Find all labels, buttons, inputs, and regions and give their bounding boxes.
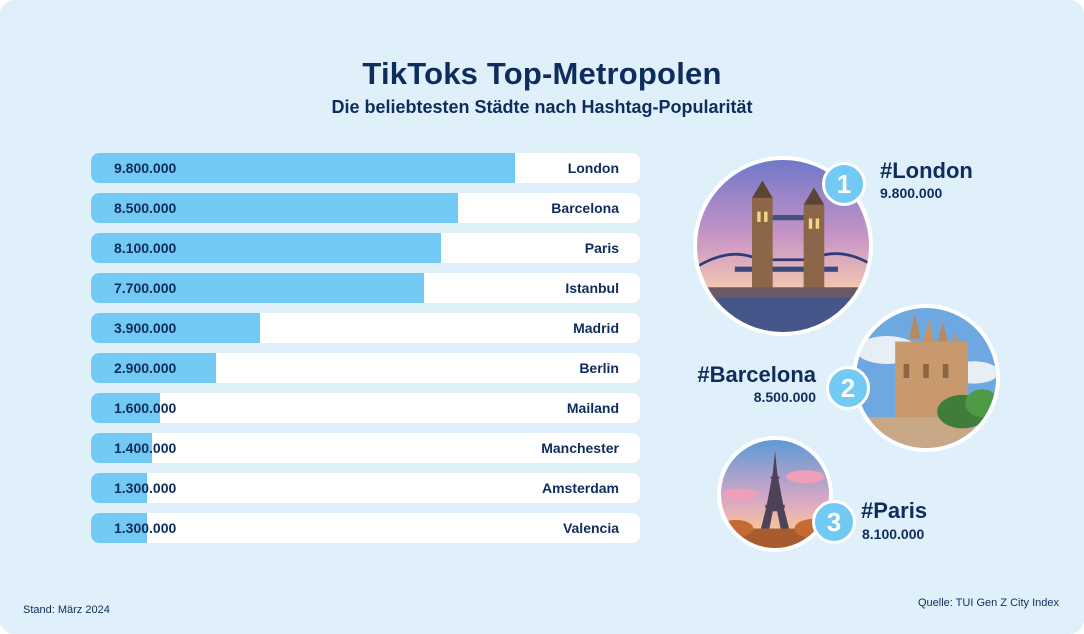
bar-row: 1.300.000 Valencia: [91, 513, 640, 543]
bar: [91, 313, 260, 343]
source-note: Quelle: TUI Gen Z City Index: [917, 597, 1059, 609]
bar: [91, 193, 458, 223]
date-note: Stand: März 2024: [23, 604, 110, 616]
bar-row: 8.500.000 Barcelona: [91, 193, 640, 223]
bar-category-label: Madrid: [573, 320, 619, 336]
bar-value-label: 3.900.000: [114, 320, 177, 336]
bar: [91, 353, 216, 383]
rank-badge-1: 1: [822, 162, 866, 206]
bar-value-label: 1.400.000: [114, 440, 177, 456]
bar-category-label: Berlin: [579, 360, 619, 376]
bar-category-label: Istanbul: [565, 280, 619, 296]
bar-value-label: 9.800.000: [114, 160, 177, 176]
bar: [91, 273, 424, 303]
bar-value-label: 8.500.000: [114, 200, 177, 216]
bar-value-label: 1.300.000: [114, 520, 177, 536]
bar-category-label: Mailand: [566, 400, 619, 416]
hashtag-london: #London: [880, 158, 973, 183]
bar-value-label: 1.300.000: [114, 480, 177, 496]
bar-category-label: Barcelona: [551, 200, 619, 216]
bar-row: 7.700.000 Istanbul: [91, 273, 640, 303]
bar: [91, 513, 147, 543]
bar-value-label: 8.100.000: [114, 240, 177, 256]
bar-row: 9.800.000 London: [91, 153, 640, 183]
eiffel-tower-photo: [717, 436, 833, 552]
bar: [91, 433, 152, 463]
bar-value-label: 1.600.000: [114, 400, 177, 416]
bar-row: 3.900.000 Madrid: [91, 313, 640, 343]
chart-subtitle: Die beliebtesten Städte nach Hashtag-Pop…: [331, 97, 753, 117]
bar: [91, 233, 441, 263]
rank-badge-2: 2: [826, 366, 870, 410]
bar: [91, 153, 515, 183]
rank-badge-3: 3: [812, 500, 856, 544]
bar-category-label: Paris: [584, 240, 619, 256]
bar: [91, 473, 147, 503]
sagrada-familia-photo: [852, 304, 1000, 452]
bar-category-label: Valencia: [562, 520, 619, 536]
hashtag-paris: #Paris: [861, 498, 928, 523]
bar-category-label: Manchester: [541, 440, 619, 456]
chart-title: TikToks Top-Metropolen: [362, 56, 722, 91]
hashtag-paris-value: 8.100.000: [862, 526, 925, 542]
hashtag-barcelona-value: 8.500.000: [753, 389, 816, 405]
bar-value-label: 2.900.000: [114, 360, 177, 376]
bar-row: 1.400.000 Manchester: [91, 433, 640, 463]
hashtag-london-value: 9.800.000: [880, 185, 943, 201]
bar: [91, 393, 160, 423]
bar-row: 2.900.000 Berlin: [91, 353, 640, 383]
hashtag-barcelona: #Barcelona: [697, 362, 816, 387]
bar-category-label: London: [567, 160, 619, 176]
bar-row: 8.100.000 Paris: [91, 233, 640, 263]
bar-category-label: Amsterdam: [541, 480, 619, 496]
bar-value-label: 7.700.000: [114, 280, 177, 296]
bar-row: 1.600.000 Mailand: [91, 393, 640, 423]
bar-row: 1.300.000 Amsterdam: [91, 473, 640, 503]
